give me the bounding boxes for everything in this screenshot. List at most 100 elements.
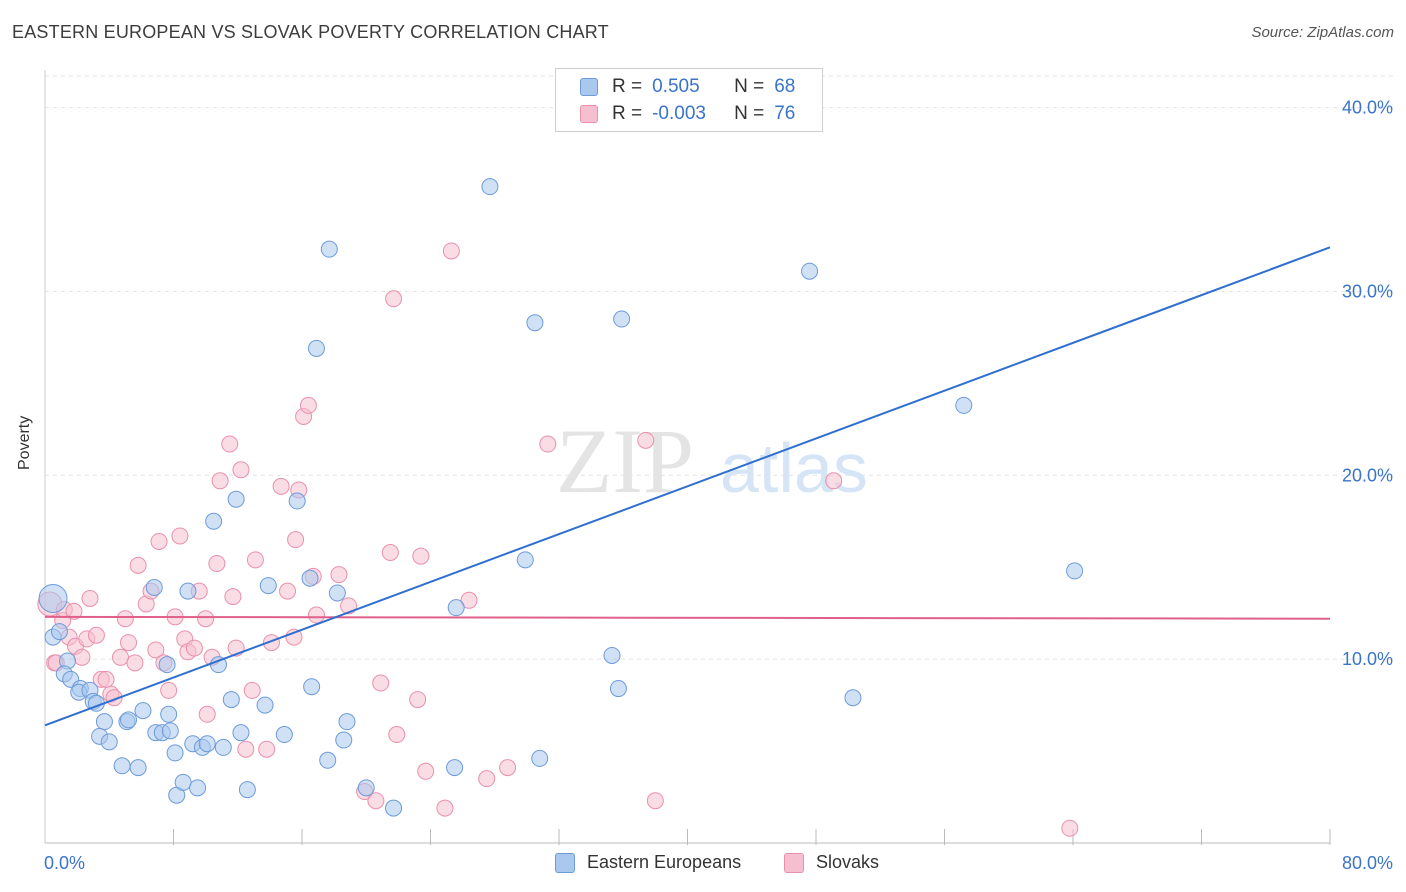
point-eastern-europeans	[113, 757, 131, 775]
y-axis-label: Poverty	[16, 415, 33, 470]
point-eastern-europeans	[357, 779, 375, 797]
point-eastern-europeans	[205, 512, 223, 530]
y-tick-label: 30.0%	[1342, 281, 1393, 301]
point-eastern-europeans	[609, 680, 627, 698]
chart-title: EASTERN EUROPEAN VS SLOVAK POVERTY CORRE…	[12, 22, 609, 42]
r-value: 0.505	[652, 76, 700, 97]
point-slovaks	[208, 555, 226, 573]
point-slovaks	[412, 547, 430, 565]
x-tick-label-max: 80.0%	[1342, 853, 1393, 873]
r-value: -0.003	[652, 103, 706, 124]
point-slovaks	[160, 681, 178, 699]
point-slovaks	[367, 792, 385, 810]
point-eastern-europeans	[222, 691, 240, 709]
point-eastern-europeans	[526, 314, 544, 332]
point-eastern-europeans	[301, 569, 319, 587]
point-slovaks	[381, 544, 399, 562]
point-slovaks	[185, 639, 203, 657]
series-eastern-europeans	[38, 99, 1084, 817]
point-slovaks	[97, 670, 115, 688]
point-slovaks	[243, 681, 261, 699]
point-slovaks	[65, 602, 83, 620]
point-eastern-europeans	[120, 711, 138, 729]
point-eastern-europeans	[145, 578, 163, 596]
watermark: ZIP atlas	[556, 410, 868, 512]
point-slovaks	[285, 628, 303, 646]
n-label: N =	[734, 103, 765, 124]
point-slovaks	[436, 799, 454, 817]
n-label: N =	[734, 76, 765, 97]
point-eastern-europeans	[307, 339, 325, 357]
point-slovaks	[81, 589, 99, 607]
point-slovaks	[147, 641, 165, 659]
point-slovaks	[272, 477, 290, 495]
point-eastern-europeans	[320, 240, 338, 258]
n-value: 68	[774, 76, 796, 97]
point-eastern-europeans	[328, 584, 346, 602]
n-value: 76	[774, 103, 796, 124]
point-eastern-europeans	[50, 623, 68, 641]
legend-swatch-pink	[784, 852, 804, 873]
point-slovaks	[417, 762, 435, 780]
point-eastern-europeans	[238, 781, 256, 799]
x-axis-ticks	[44, 70, 1331, 845]
point-slovaks	[299, 396, 317, 414]
point-eastern-europeans	[129, 759, 147, 777]
point-eastern-europeans	[275, 726, 293, 744]
point-eastern-europeans	[227, 490, 245, 508]
point-slovaks	[237, 740, 255, 758]
point-slovaks	[460, 591, 478, 609]
point-eastern-europeans	[189, 779, 207, 797]
point-slovaks	[211, 472, 229, 490]
point-slovaks	[287, 531, 305, 549]
point-eastern-europeans	[214, 738, 232, 756]
point-slovaks	[246, 551, 264, 569]
point-slovaks	[120, 634, 138, 652]
legend-swatch-blue	[580, 78, 598, 96]
point-slovaks	[409, 691, 427, 709]
y-axis-tick-labels: 10.0% 20.0% 30.0% 40.0%	[1342, 98, 1393, 670]
point-slovaks	[330, 566, 348, 584]
legend-item-slovaks[interactable]: Slovaks	[784, 852, 879, 873]
legend-row-slovaks: R = -0.003 N = 76	[580, 102, 795, 126]
point-eastern-europeans	[166, 744, 184, 762]
point-eastern-europeans	[303, 678, 321, 696]
point-eastern-europeans	[319, 751, 337, 769]
point-eastern-europeans	[259, 577, 277, 595]
legend-row-eastern-europeans: R = 0.505 N = 68	[580, 75, 795, 99]
point-eastern-europeans	[95, 713, 113, 731]
point-eastern-europeans	[179, 582, 197, 600]
point-eastern-europeans	[801, 262, 819, 280]
watermark-zip: ZIP	[556, 410, 694, 512]
point-slovaks	[825, 472, 843, 490]
correlation-legend: R = 0.505 N = 68 R = -0.003 N = 76	[555, 68, 823, 132]
point-eastern-europeans	[174, 773, 192, 791]
point-eastern-europeans	[160, 705, 178, 723]
point-slovaks	[171, 527, 189, 545]
point-slovaks	[224, 588, 242, 606]
point-eastern-europeans	[603, 646, 621, 664]
point-eastern-europeans	[613, 310, 631, 328]
point-eastern-europeans	[955, 396, 973, 414]
series-legend: Eastern Europeans Slovaks	[0, 852, 1406, 878]
point-eastern-europeans	[385, 799, 403, 817]
point-eastern-europeans	[38, 583, 68, 613]
point-eastern-europeans	[338, 713, 356, 731]
point-slovaks	[499, 759, 517, 777]
point-slovaks	[388, 726, 406, 744]
point-slovaks	[340, 597, 358, 615]
point-eastern-europeans	[288, 492, 306, 510]
point-slovaks	[150, 532, 168, 550]
legend-item-eastern-europeans[interactable]: Eastern Europeans	[555, 852, 741, 873]
point-slovaks	[126, 654, 144, 672]
gridlines	[45, 75, 1393, 660]
point-slovaks	[307, 606, 325, 624]
point-slovaks	[87, 626, 105, 644]
source-note: Source: ZipAtlas.com	[1251, 24, 1394, 41]
point-eastern-europeans	[481, 178, 499, 196]
r-label: R =	[612, 76, 643, 97]
legend-swatch-pink	[580, 105, 598, 123]
point-eastern-europeans	[232, 724, 250, 742]
point-slovaks	[111, 648, 129, 666]
